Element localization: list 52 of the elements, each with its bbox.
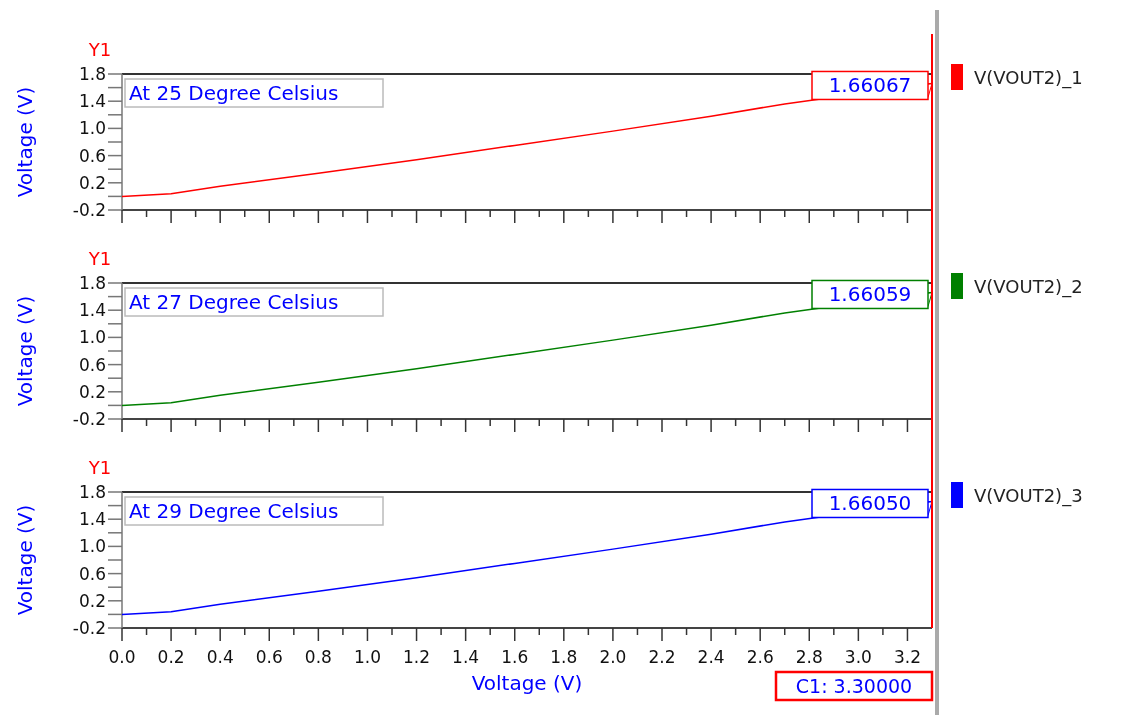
y-tick-label: 1.4 <box>78 300 106 321</box>
text: Y1 <box>87 248 112 269</box>
y-tick-label: 0.2 <box>78 590 106 611</box>
x-tick-label: 2.4 <box>697 647 725 667</box>
x-tick-label: 0.4 <box>206 647 234 667</box>
x-tick-label: 0.0 <box>108 647 136 667</box>
chart-title: At 27 Degree Celsius <box>129 290 339 314</box>
y-tick-label: -0.2 <box>72 618 106 638</box>
chart-title: At 25 Degree Celsius <box>129 81 339 105</box>
x-tick-label: 3.2 <box>893 647 921 667</box>
y-tick-label: 0.6 <box>78 145 106 166</box>
data-label: 1.66050 <box>828 491 912 516</box>
ref-line-label: C1: 3.30000 <box>795 675 913 697</box>
x-tick-label: 0.8 <box>304 647 332 667</box>
x-tick-label: 2.2 <box>648 647 676 667</box>
y-tick-label: 1.8 <box>78 64 106 84</box>
y-axis-title: Voltage (V) <box>13 504 37 616</box>
x-tick-label: 1.4 <box>452 647 480 667</box>
x-axis-title: Voltage (V) <box>471 671 583 695</box>
y-tick-label: 0.6 <box>78 354 106 375</box>
y-tick-label: 1.8 <box>78 482 106 502</box>
x-tick-label: 2.0 <box>599 647 627 667</box>
text: Y1 <box>87 39 112 60</box>
data-label: 1.66059 <box>828 282 912 307</box>
y-tick-label: 0.6 <box>78 563 106 584</box>
legend-label: V(VOUT2)_3 <box>974 485 1083 507</box>
x-tick-label: 1.8 <box>550 647 578 667</box>
y-tick-label: 0.2 <box>78 172 106 193</box>
x-tick-label: 1.0 <box>353 647 381 667</box>
y-tick-label: 1.8 <box>78 273 106 293</box>
y-tick-label: 0.2 <box>78 381 106 402</box>
x-tick-label: 2.6 <box>746 647 774 667</box>
legend-label: V(VOUT2)_2 <box>974 276 1083 298</box>
x-tick-label: 2.8 <box>795 647 823 667</box>
y-axis-title: Voltage (V) <box>13 86 37 198</box>
x-tick-label: 1.2 <box>403 647 431 667</box>
x-tick-label: 1.6 <box>501 647 529 667</box>
y-tick-label: 1.0 <box>78 118 106 139</box>
data-label: 1.66067 <box>828 73 912 98</box>
y-tick-label: -0.2 <box>72 409 106 429</box>
y-tick-label: -0.2 <box>72 200 106 220</box>
y-tick-label: 1.0 <box>78 536 106 557</box>
y-tick-label: 1.4 <box>78 509 106 530</box>
chart-title: At 29 Degree Celsius <box>129 499 339 523</box>
x-tick-label: 3.0 <box>844 647 872 667</box>
y-axis-title: Voltage (V) <box>13 295 37 407</box>
legend-label: V(VOUT2)_1 <box>974 67 1083 89</box>
x-tick-label: 0.2 <box>157 647 185 667</box>
x-tick-label: 0.6 <box>255 647 283 667</box>
text: Y1 <box>87 457 112 478</box>
y-tick-label: 1.4 <box>78 91 106 112</box>
y-tick-label: 1.0 <box>78 327 106 348</box>
